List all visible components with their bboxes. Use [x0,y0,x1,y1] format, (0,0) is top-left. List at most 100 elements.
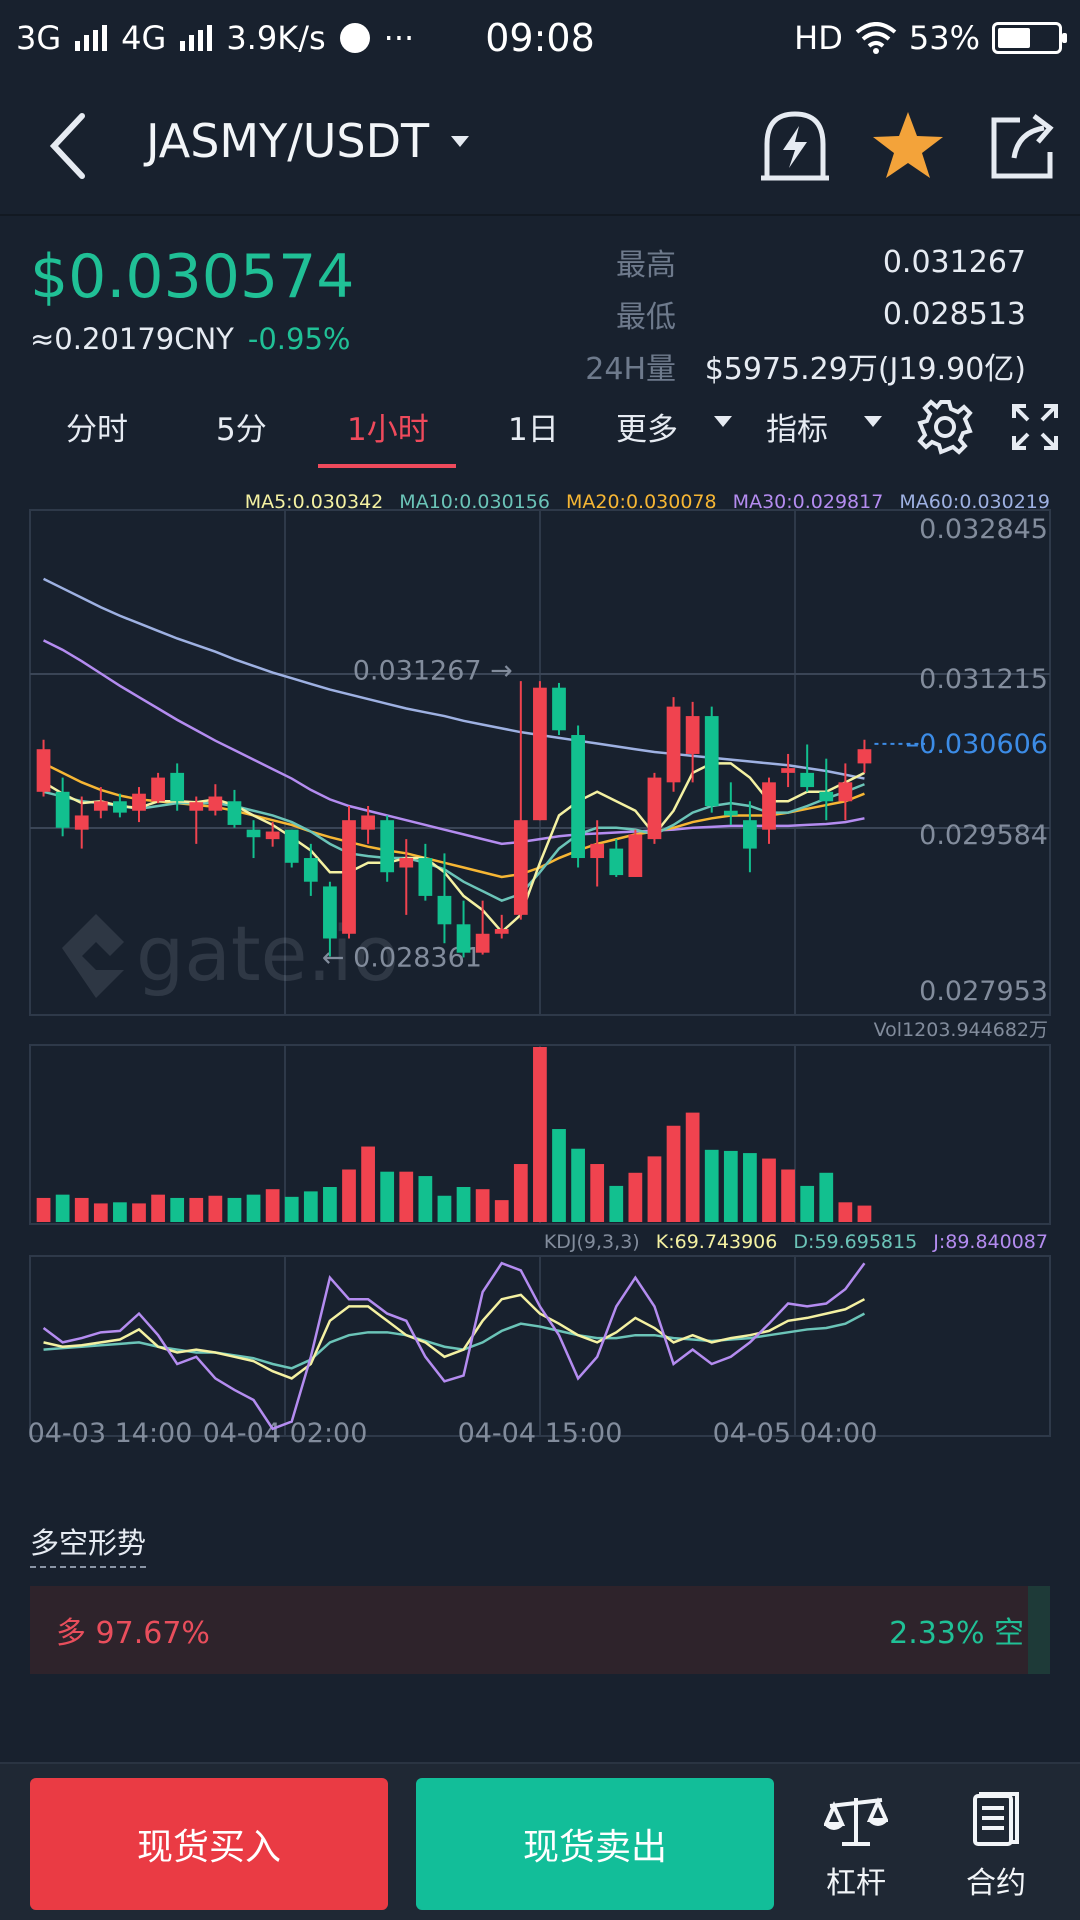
gear-icon[interactable] [916,398,974,456]
battery-icon [992,22,1067,54]
pair-selector[interactable]: JASMY/USDT [146,114,470,168]
candle-10 [227,789,242,828]
high-marker-label: 0.031267 → [353,655,513,686]
candle-36 [723,782,738,825]
hd-label: HD [794,19,843,57]
fullscreen-icon[interactable] [1010,402,1060,452]
kdj_j-line [42,1261,866,1431]
contract-button[interactable]: 合约 [946,1792,1046,1902]
candle-25 [513,681,528,920]
candle-body-11 [246,829,261,838]
volume-bar-8 [189,1197,204,1222]
volume-bar-16 [342,1169,356,1222]
candle-18 [380,815,395,882]
svg-text:MA5:0.030342 MA10:0.030156: MA5:0.030342 MA10:0.030156 MA20:0.030078… [245,491,1050,513]
header: JASMY/USDT [0,76,1080,216]
kdj_d-line [43,1312,866,1370]
candle-body-19 [399,858,414,868]
kline-chart[interactable]: MA5:0.030342 MA10:0.030156 MA20:0.030078… [0,480,1080,1470]
y-tick-0: 0.032845 [919,514,1048,545]
x-label-1: 04-04 02:00 [203,1418,368,1449]
candle-39 [781,753,795,788]
candle-body-32 [647,777,662,840]
candle-12 [265,822,280,847]
tab-more[interactable]: 更多 [616,412,678,448]
volume-bar-36 [723,1150,738,1222]
volume-bar-6 [151,1194,165,1222]
clock: 09:08 [485,16,595,60]
interval-tabs: 分时 5分 1小时 1日 更多 指标 [0,392,1080,472]
tab-1hour[interactable]: 1小时 [347,412,429,448]
candle-body-30 [609,848,624,876]
volume-bar-12 [265,1189,280,1222]
favorite-star-icon[interactable] [868,106,948,186]
leverage-button[interactable]: 杠杆 [806,1792,906,1902]
candle-31 [628,829,643,877]
candle-body-21 [437,895,452,925]
high-value: 0.031267 [882,244,1026,280]
indicator-chevron-down-icon [864,416,882,427]
volume-bar-25 [513,1164,528,1222]
volume-bar-28 [571,1148,585,1222]
spot-buy-button[interactable]: 现货买入 [30,1778,388,1910]
volume-bar-13 [284,1196,299,1222]
tab-5min[interactable]: 5分 [216,412,267,448]
network-4g-label: 4G [121,19,167,57]
more-chevron-down-icon [714,416,732,427]
candle-0 [36,739,51,797]
bear-ratio: 2.33% 空 [889,1616,1024,1651]
legend-ma10: MA10:0.030156 [399,491,550,513]
candle-6 [151,772,165,804]
ma20-line [42,762,865,879]
candle-30 [609,839,624,877]
price-change: -0.95% [247,322,351,356]
volume-bar-11 [246,1194,261,1222]
candle-body-26 [533,687,547,821]
candle-4 [113,793,127,818]
document-icon [973,1792,1019,1846]
kdj-lines [42,1261,866,1431]
ma5-line [42,762,866,934]
trend-title[interactable]: 多空形势 [30,1520,147,1568]
volume-bar-30 [609,1185,624,1222]
candle-body-24 [494,929,509,934]
tab-1day[interactable]: 1日 [508,412,559,448]
share-icon[interactable] [984,106,1064,186]
volume-bar-42 [838,1202,853,1222]
volume-bars [36,1047,872,1222]
spot-sell-button[interactable]: 现货卖出 [416,1778,774,1910]
legend-ma30: MA30:0.029817 [733,491,884,513]
last-price-tag: –0.030606 [906,729,1048,760]
back-arrow-icon[interactable] [40,106,100,186]
chevron-down-icon [451,135,470,147]
volume-bar-39 [781,1169,795,1222]
volume-bar-17 [361,1146,375,1222]
volume-bar-21 [437,1195,452,1222]
candle-body-0 [36,749,51,792]
candle-11 [246,820,261,859]
cny-price: ≈0.20179CNY [30,322,234,356]
candle-body-18 [380,820,395,873]
candle-35 [704,706,719,813]
candle-27 [552,682,566,736]
candle-29 [590,820,605,887]
tab-indicator[interactable]: 指标 [766,412,828,448]
kdj-k-label: K:69.743906 [656,1231,778,1253]
volume-bar-9 [208,1195,223,1222]
candle-17 [361,805,375,844]
volume-bar-37 [743,1153,757,1222]
candle-7 [170,763,185,811]
candle-body-6 [151,777,165,802]
wifi-icon [855,22,897,54]
price-alert-icon[interactable] [755,106,835,186]
candle-body-25 [513,820,528,915]
candle-2 [74,796,89,849]
candle-body-41 [819,791,834,802]
legend-ma60: MA60:0.030219 [899,491,1050,513]
candle-33 [666,697,681,792]
candle-body-22 [456,924,471,953]
volume-bar-2 [74,1197,89,1222]
candle-5 [132,787,146,823]
tab-timeline[interactable]: 分时 [66,412,128,448]
candle-body-28 [571,735,585,859]
